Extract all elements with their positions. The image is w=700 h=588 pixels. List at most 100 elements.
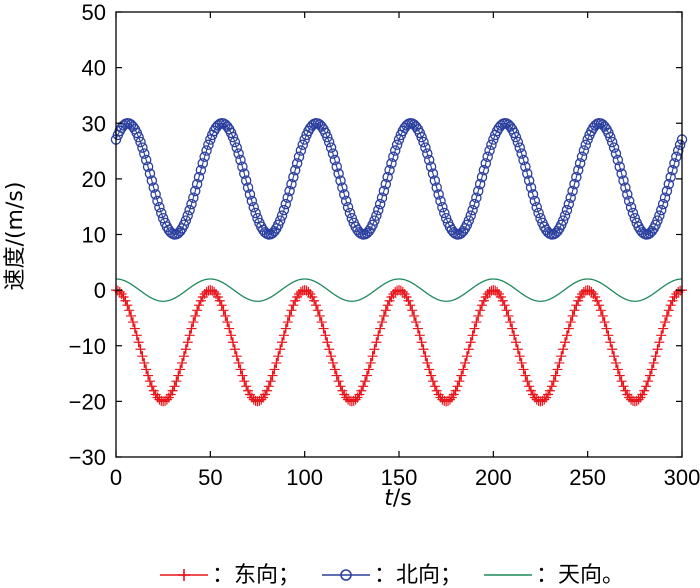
- data-point: [507, 323, 518, 334]
- data-point: [656, 330, 667, 341]
- data-point: [514, 351, 525, 362]
- data-point: [122, 300, 133, 311]
- y-tick-label: −20: [69, 389, 106, 414]
- data-point: [231, 142, 242, 153]
- data-point: [554, 357, 565, 368]
- data-point: [209, 286, 220, 297]
- data-point: [157, 212, 169, 224]
- y-tick-label: 30: [82, 111, 106, 136]
- data-point: [452, 381, 463, 392]
- data-point: [674, 139, 686, 151]
- data-point: [616, 376, 627, 387]
- data-point: [418, 344, 429, 355]
- data-point: [148, 182, 159, 193]
- data-point: [654, 337, 665, 348]
- data-point: [484, 145, 495, 156]
- data-point: [544, 385, 555, 396]
- data-point: [420, 351, 431, 362]
- data-point: [358, 381, 369, 392]
- data-point: [427, 168, 439, 179]
- data-point: [429, 175, 441, 186]
- data-point: [293, 151, 305, 163]
- data-point: [278, 204, 290, 216]
- data-point: [291, 158, 303, 169]
- data-point: [478, 164, 490, 176]
- data-point: [372, 204, 384, 216]
- data-point: [444, 394, 455, 405]
- data-point: [525, 182, 537, 193]
- data-point: [422, 357, 433, 368]
- data-point: [618, 381, 629, 392]
- data-point: [329, 154, 341, 166]
- data-point: [280, 198, 292, 210]
- data-point: [518, 364, 529, 375]
- data-point: [467, 330, 478, 341]
- data-point: [663, 178, 675, 190]
- data-point: [523, 175, 535, 186]
- data-point: [429, 381, 440, 392]
- data-point: [342, 201, 354, 213]
- data-point: [246, 195, 258, 207]
- data-point: [618, 175, 629, 186]
- y-tick-label: 20: [82, 167, 106, 192]
- data-point: [269, 364, 280, 375]
- data-point: [329, 364, 340, 375]
- data-point: [476, 171, 488, 183]
- data-point: [667, 164, 678, 176]
- data-point: [512, 344, 523, 355]
- data-point: [480, 158, 492, 169]
- data-point: [622, 189, 633, 200]
- data-point: [184, 204, 195, 216]
- data-point: [505, 317, 516, 328]
- data-point: [184, 330, 195, 341]
- data-point: [671, 151, 682, 163]
- data-point: [271, 357, 282, 368]
- data-point: [182, 210, 193, 221]
- data-point: [156, 207, 167, 219]
- data-point: [137, 142, 148, 153]
- data-point: [439, 207, 450, 219]
- y-tick-label: −30: [69, 445, 106, 470]
- data-point: [388, 151, 399, 163]
- data-point: [539, 221, 550, 233]
- data-point: [608, 142, 620, 153]
- data-point: [340, 195, 352, 207]
- data-point: [135, 344, 146, 355]
- data-point: [331, 370, 342, 381]
- data-point: [360, 376, 371, 387]
- data-point: [639, 385, 650, 396]
- data-point: [477, 300, 488, 311]
- data-point: [560, 337, 571, 348]
- data-point: [627, 207, 639, 219]
- data-point: [346, 212, 358, 224]
- data-point: [375, 323, 386, 334]
- data-point: [142, 161, 154, 172]
- data-point: [672, 145, 684, 156]
- data-point: [237, 370, 248, 381]
- series-line: [115, 278, 683, 302]
- legend-label-up: ：天向。: [536, 563, 624, 588]
- data-point: [465, 337, 476, 348]
- x-tick-label: 200: [475, 465, 512, 490]
- data-point: [593, 300, 604, 311]
- data-point: [659, 192, 671, 203]
- data-point: [629, 212, 641, 224]
- data-point: [582, 134, 593, 145]
- data-point: [620, 182, 631, 193]
- data-point: [592, 295, 603, 306]
- data-point: [231, 351, 242, 362]
- data-point: [461, 351, 472, 362]
- data-point: [190, 310, 201, 321]
- data-point: [539, 394, 550, 405]
- data-point: [416, 131, 427, 143]
- data-point: [641, 381, 652, 392]
- data-point: [256, 394, 267, 405]
- data-point: [201, 145, 212, 156]
- data-point: [361, 370, 372, 381]
- data-point: [420, 142, 431, 153]
- data-point: [605, 131, 616, 143]
- y-tick-label: 40: [82, 56, 106, 81]
- data-point: [344, 207, 356, 219]
- data-point: [276, 210, 288, 221]
